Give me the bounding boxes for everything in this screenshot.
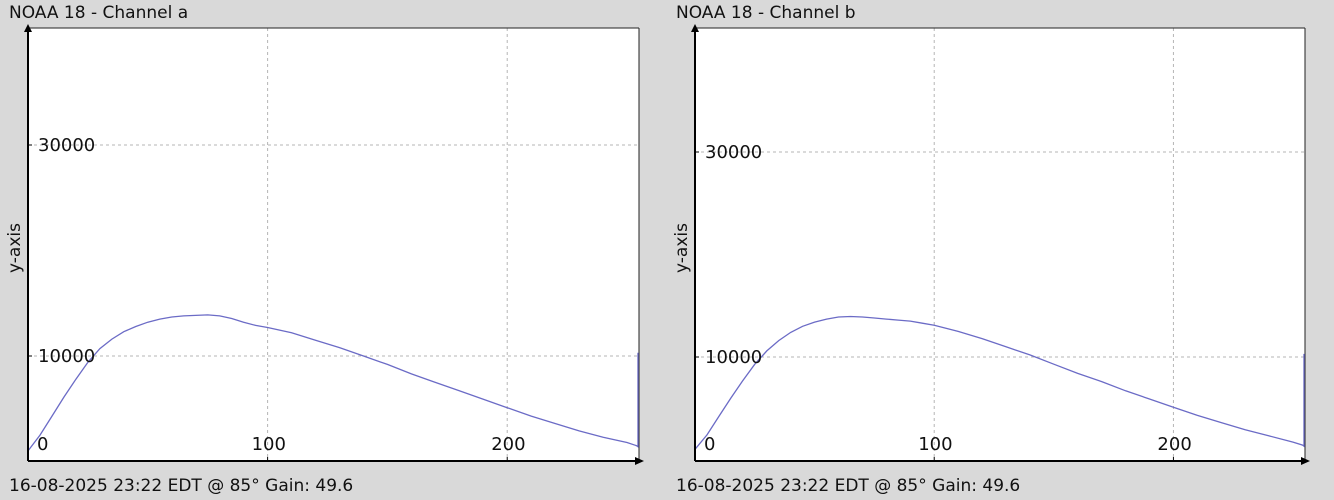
y-tick-label: 30000 — [705, 142, 762, 163]
x-axis-arrow — [635, 457, 644, 465]
series-line — [694, 315, 1305, 450]
x-axis-arrow — [1301, 457, 1310, 465]
y-tick-label: 10000 — [38, 346, 95, 367]
x-tick-label: 0 — [704, 434, 715, 455]
x-tick-label: 100 — [918, 434, 952, 455]
plot-area[interactable]: 0 100 200 10000 30000 y-axis — [667, 0, 1334, 500]
y-axis-label: y-axis — [672, 223, 692, 273]
x-tick-label: 200 — [1157, 434, 1191, 455]
x-tick-label: 0 — [37, 434, 48, 455]
y-axis-arrow — [691, 24, 699, 32]
chart-panel-channel-b: NOAA 18 - Channel b 0 100 200 10000 30000 y-a… — [667, 0, 1334, 500]
y-axis-arrow — [24, 24, 32, 32]
plot-area[interactable]: 0 100 200 10000 30000 y-axis — [0, 0, 667, 500]
chart-footer: 16-08-2025 23:22 EDT @ 85° Gain: 49.6 — [676, 476, 1021, 496]
y-tick-label: 30000 — [38, 135, 95, 156]
y-axis-label: y-axis — [5, 223, 25, 273]
plot-background — [695, 28, 1305, 461]
chart-footer: 16-08-2025 23:22 EDT @ 85° Gain: 49.6 — [9, 476, 354, 496]
chart-panel-channel-a: NOAA 18 - Channel a 0 100 200 10000 30000 y-a… — [0, 0, 667, 500]
chart-title: NOAA 18 - Channel a — [9, 3, 189, 23]
series-line — [27, 314, 639, 452]
y-tick-label: 10000 — [705, 347, 762, 368]
chart-title: NOAA 18 - Channel b — [676, 3, 856, 23]
x-tick-label: 100 — [252, 434, 286, 455]
x-tick-label: 200 — [491, 434, 525, 455]
plot-background — [28, 28, 639, 461]
